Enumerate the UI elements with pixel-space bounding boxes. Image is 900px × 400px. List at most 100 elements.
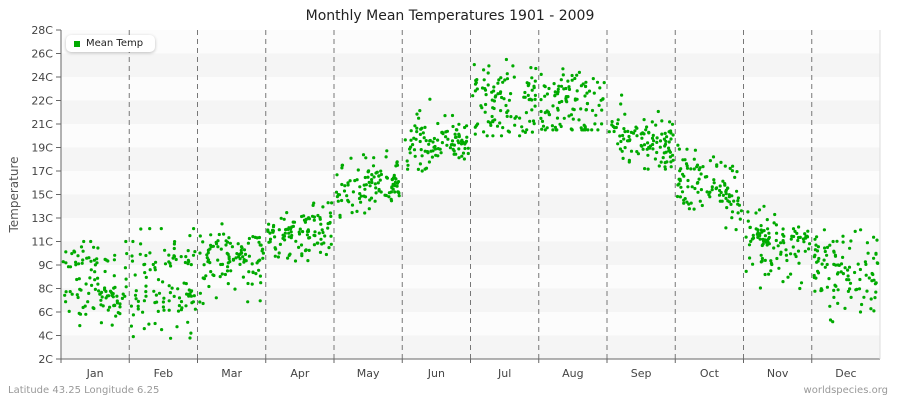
data-point: [142, 299, 146, 303]
data-point: [553, 93, 557, 97]
data-point: [364, 156, 368, 160]
data-point: [430, 155, 434, 159]
data-point: [642, 143, 647, 147]
data-point: [450, 139, 455, 143]
data-point: [106, 259, 110, 263]
data-point: [815, 249, 820, 253]
data-point: [131, 313, 135, 317]
data-point: [774, 238, 778, 243]
data-point: [144, 275, 148, 279]
data-point: [355, 209, 359, 213]
data-point: [169, 336, 173, 340]
data-point: [289, 230, 293, 234]
data-point: [812, 273, 816, 278]
data-point: [328, 211, 332, 215]
data-point: [530, 88, 534, 92]
data-point: [238, 257, 242, 261]
data-point: [501, 80, 505, 84]
data-point: [635, 126, 639, 130]
data-point: [562, 116, 566, 120]
data-point: [93, 270, 97, 274]
data-point: [831, 239, 835, 244]
data-point: [732, 199, 736, 203]
data-point: [246, 241, 250, 245]
data-point: [626, 129, 630, 133]
data-point: [577, 118, 581, 122]
data-point: [502, 97, 506, 101]
data-point: [277, 228, 281, 232]
data-point: [168, 291, 172, 295]
data-point: [721, 179, 725, 183]
data-point: [93, 278, 97, 282]
data-point: [669, 165, 673, 169]
data-point: [89, 239, 93, 244]
data-point: [389, 197, 393, 201]
data-point: [518, 134, 522, 138]
data-point: [406, 163, 410, 167]
data-point: [172, 294, 176, 298]
data-point: [858, 310, 863, 314]
data-point: [340, 166, 344, 170]
data-point: [198, 300, 202, 304]
data-point: [130, 254, 134, 258]
data-point: [626, 139, 630, 143]
data-point: [163, 262, 168, 266]
data-point: [418, 109, 422, 113]
data-point: [334, 190, 339, 194]
data-point: [530, 76, 534, 80]
data-point: [545, 126, 549, 130]
data-point: [78, 324, 82, 328]
data-point: [257, 240, 261, 244]
data-point: [81, 305, 85, 310]
data-point: [791, 245, 795, 249]
data-point: [428, 97, 432, 101]
data-point: [452, 143, 456, 147]
data-point: [461, 151, 466, 155]
data-point: [655, 150, 659, 155]
data-point: [64, 290, 68, 294]
data-point: [423, 125, 427, 129]
data-point: [395, 161, 399, 165]
data-point: [212, 273, 216, 278]
data-point: [570, 78, 574, 82]
data-point: [268, 237, 273, 241]
data-point: [567, 87, 572, 91]
data-point: [804, 234, 808, 238]
data-point: [492, 99, 496, 103]
data-point: [699, 188, 704, 192]
data-point: [86, 300, 90, 304]
data-point: [856, 262, 860, 266]
data-point: [374, 171, 378, 175]
data-point: [300, 254, 304, 258]
data-point: [820, 262, 824, 266]
data-point: [857, 287, 862, 291]
data-point: [781, 280, 785, 284]
data-point: [486, 71, 490, 75]
data-point: [836, 301, 840, 305]
x-tick-label: Sep: [631, 367, 652, 380]
data-point: [305, 233, 309, 237]
data-point: [828, 318, 833, 322]
data-point: [174, 257, 178, 262]
data-point: [318, 250, 323, 254]
data-point: [239, 248, 243, 252]
data-point: [326, 201, 330, 205]
data-point: [543, 94, 547, 98]
data-point: [103, 286, 107, 290]
data-point: [464, 140, 468, 144]
data-point: [615, 122, 620, 126]
data-point: [757, 208, 762, 212]
data-point: [238, 262, 242, 266]
data-point: [285, 211, 289, 215]
x-tick-label: Oct: [700, 367, 720, 380]
data-point: [267, 240, 271, 244]
data-point: [104, 289, 108, 293]
data-point: [143, 271, 147, 275]
data-point: [621, 156, 625, 160]
data-point: [89, 259, 93, 263]
data-point: [533, 79, 537, 83]
data-point: [642, 118, 646, 122]
data-point: [409, 129, 413, 133]
data-point: [267, 222, 271, 226]
data-point: [648, 144, 653, 148]
